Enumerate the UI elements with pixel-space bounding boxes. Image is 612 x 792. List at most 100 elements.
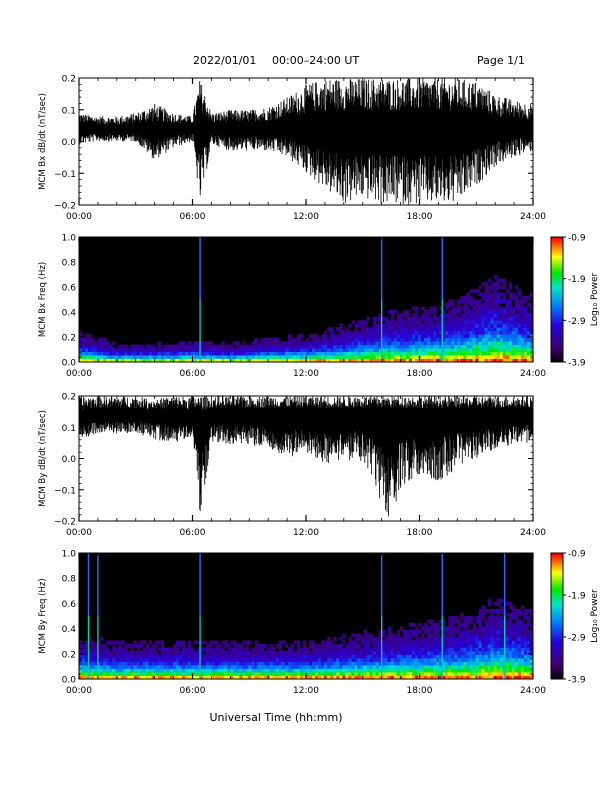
spectrogram-cell: [390, 351, 395, 356]
spectrogram-cell: [414, 313, 419, 318]
spectrogram-cell: [209, 341, 213, 346]
spectrogram-cell: [284, 355, 289, 359]
spectrogram-cell: [448, 668, 452, 673]
spectrogram-cell: [269, 661, 274, 666]
spectrogram-cell: [299, 351, 304, 356]
spectrogram-cell: [224, 665, 228, 669]
spectrogram-cell: [345, 672, 349, 676]
spectrogram-cell: [284, 351, 289, 356]
spectrogram-cell: [239, 351, 243, 356]
spectrogram-cell: [293, 668, 298, 673]
spectrogram-cell: [336, 665, 340, 669]
spectrogram-cell: [390, 330, 395, 335]
spectrogram-cell: [472, 640, 476, 645]
spectrogram-cell: [414, 644, 419, 648]
spectrogram-cell: [493, 637, 498, 641]
spectrogram-cell: [124, 654, 128, 659]
spectrogram-cell: [296, 668, 301, 673]
spectrogram-cell: [151, 355, 156, 359]
spectrogram-cell: [493, 341, 498, 346]
spectrogram-cell: [514, 640, 519, 645]
spectrogram-cell: [142, 665, 146, 669]
spectrogram-cell: [242, 344, 246, 349]
spectrogram-cell: [390, 644, 395, 648]
colorbar-swatch: [551, 305, 563, 309]
spectrogram-cell: [151, 344, 156, 349]
spectrogram-cell: [517, 337, 522, 342]
spectrogram-cell: [224, 654, 228, 659]
spectrogram-cell: [79, 351, 83, 356]
spectrogram-cell: [411, 658, 416, 662]
spectrogram-cell: [142, 355, 146, 359]
spectrogram-cell: [372, 637, 377, 641]
spectrogram-cell: [166, 348, 171, 352]
spectrogram-cell: [487, 619, 492, 624]
spectrogram-cell: [526, 355, 531, 359]
spectrogram-cell: [215, 640, 219, 645]
spectrogram-cell: [396, 348, 401, 352]
spectrogram-cell: [94, 644, 98, 648]
spectrogram-cell: [439, 355, 443, 359]
spectrogram-cell: [209, 672, 213, 676]
spectrogram-cell: [263, 672, 268, 676]
spectrogram-cell: [375, 640, 380, 645]
spectrogram-cell: [402, 637, 407, 641]
spectrogram-cell: [172, 675, 177, 680]
spectrogram-cell: [411, 306, 416, 311]
spectrogram-cell: [384, 672, 389, 676]
spectrogram-cell: [375, 672, 380, 676]
spectrogram-cell: [254, 344, 258, 349]
spectrogram-cell: [478, 644, 482, 648]
spectrogram-cell: [405, 630, 410, 634]
spectrogram-cell: [339, 658, 343, 662]
spectrogram-cell: [287, 358, 292, 363]
spectrogram-cell: [502, 282, 507, 287]
spectrogram-cell: [339, 654, 343, 659]
spectrogram-cell: [393, 647, 398, 652]
spectrogram-cell: [445, 302, 449, 307]
spectrogram-cell: [505, 313, 510, 318]
spectrogram-cell: [487, 351, 492, 356]
colorbar-tick-label: -1.9: [568, 592, 586, 602]
spectrogram-cell: [257, 668, 261, 673]
spectrogram-cell: [442, 623, 446, 627]
spectrogram-cell: [309, 348, 313, 352]
spectrogram-cell: [433, 665, 437, 669]
spectrogram-cell: [505, 602, 510, 606]
spectrogram-cell: [421, 658, 425, 662]
spectrogram-cell: [360, 330, 364, 335]
spectrogram-cell: [381, 668, 386, 673]
spectrogram-cell: [360, 661, 364, 666]
spectrogram-cell: [224, 355, 228, 359]
spectrogram-cell: [357, 651, 361, 655]
spectrogram-cell: [209, 668, 213, 673]
spectrogram-cell: [287, 661, 292, 666]
spectrogram-cell: [439, 626, 443, 631]
spectrogram-cell: [139, 665, 143, 669]
spectrogram-cell: [236, 647, 240, 652]
spectrogram-cell: [275, 651, 280, 655]
spectrogram-cell: [457, 675, 461, 680]
spectrogram-cell: [103, 341, 107, 346]
spectrogram-cell: [100, 341, 104, 346]
spectrogram-cell: [160, 654, 165, 659]
spectrogram-cell: [430, 309, 434, 314]
spectrogram-cell: [112, 341, 116, 346]
spectrogram-cell: [172, 661, 177, 666]
spectrogram-cell: [427, 334, 431, 339]
spectrogram-cell: [142, 661, 146, 666]
spectrogram-cell: [454, 630, 458, 634]
spectrogram-cell: [130, 358, 134, 363]
spectrogram-cell: [206, 341, 210, 346]
spectrogram-cell: [484, 296, 488, 300]
spectrogram-cell: [187, 658, 192, 662]
spectrogram-cell: [421, 668, 425, 673]
spectrogram-cell: [302, 644, 307, 648]
spectrogram-cell: [324, 672, 328, 676]
spectrogram-cell: [203, 348, 207, 352]
spectrogram-cell: [430, 619, 434, 624]
spectrogram-cell: [245, 661, 249, 666]
spectrogram-cell: [351, 640, 355, 645]
